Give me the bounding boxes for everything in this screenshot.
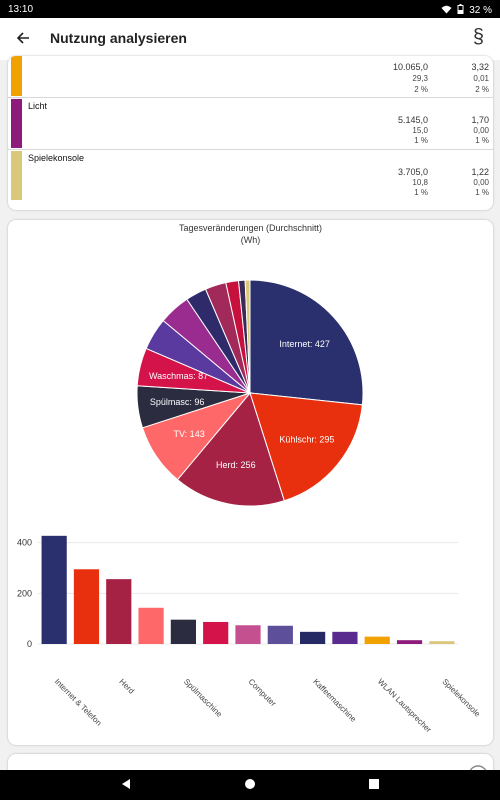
chart-title-block: Tagesveränderungen (Durchschnitt) (Wh): [8, 222, 493, 246]
recents-square-icon[interactable]: [368, 778, 380, 790]
pie-slice[interactable]: [249, 392, 363, 502]
x-tick-label: Kaffeemaschine: [311, 677, 358, 724]
value-main: 5.145,0: [397, 115, 428, 125]
value-percent: 2 %: [414, 85, 428, 94]
pie-slice-label: Spülmasc: 96: [150, 397, 205, 407]
pie-slice-label: TV: 143: [174, 429, 205, 439]
cost-daily: 0,00: [473, 126, 489, 135]
arrow-left-icon: [16, 32, 29, 44]
cost-daily: 0,00: [473, 178, 489, 187]
device-list-card: 10.065,0 29,3 2 % 3,32 0,01 2 % Licht 5.…: [8, 56, 493, 210]
page-title: Nutzung analysieren: [50, 30, 187, 46]
x-tick-label: Herd: [117, 677, 136, 696]
cost-main: 3,32: [471, 62, 489, 72]
value-daily: 10,8: [412, 178, 428, 187]
battery-level: 32 %: [469, 4, 492, 16]
value-percent: 1 %: [414, 136, 428, 145]
app-bar: Nutzung analysieren §: [0, 18, 500, 60]
device-name: Licht: [28, 101, 48, 111]
value-main: 10.065,0: [392, 62, 428, 72]
bar[interactable]: [364, 636, 390, 644]
cost-main: 1,70: [471, 115, 489, 125]
y-tick-label: 0: [27, 639, 32, 649]
pie-slice-label: Herd: 256: [216, 460, 256, 470]
back-triangle-icon[interactable]: [120, 778, 132, 790]
chart-title: Tagesveränderungen (Durchschnitt): [178, 223, 323, 233]
color-swatch: [11, 99, 22, 148]
list-item[interactable]: 10.065,0 29,3 2 % 3,32 0,01 2 %: [8, 56, 493, 98]
color-swatch: [11, 56, 22, 96]
wifi-icon: [441, 5, 452, 16]
clock: 13:10: [8, 4, 34, 15]
law-paragraph-button[interactable]: §: [472, 26, 484, 48]
cost-daily: 0,01: [473, 74, 489, 83]
bar[interactable]: [106, 579, 132, 644]
pie-slice[interactable]: [176, 391, 285, 507]
pie-slice[interactable]: [244, 279, 251, 394]
list-item[interactable]: Licht 5.145,0 15,0 1 % 1,70 0,00 1 %: [8, 99, 493, 150]
bar[interactable]: [429, 641, 455, 644]
pie-slice-label: Kühlschr: 295: [279, 434, 334, 444]
pie-slice-label: Waschmas: 87: [149, 371, 208, 381]
value-daily: 15,0: [412, 126, 428, 135]
pie-chart[interactable]: Internet: 427 Kühlschr: 295 Herd: 256 TV: 1…: [8, 250, 493, 540]
bar-chart[interactable]: 0 200 400 Internet & Telefon Herd Spülmaschin…: [8, 520, 493, 745]
pie-slice[interactable]: [249, 279, 364, 406]
bar[interactable]: [300, 631, 326, 644]
value-main: 3.705,0: [397, 167, 428, 177]
system-nav-bar: [0, 770, 500, 800]
status-bar: 13:10 32 %: [0, 0, 500, 18]
bar[interactable]: [396, 640, 423, 644]
home-circle-icon[interactable]: [244, 778, 256, 790]
bar[interactable]: [267, 625, 293, 644]
bar[interactable]: [235, 625, 261, 644]
bar[interactable]: [332, 631, 358, 644]
bar[interactable]: [73, 569, 100, 644]
battery-icon: [457, 4, 464, 16]
chart-card: Tagesveränderungen (Durchschnitt) (Wh) I…: [8, 220, 493, 745]
cost-percent: 1 %: [475, 188, 489, 197]
color-swatch: [11, 151, 22, 200]
x-tick-label: Internet & Telefon: [53, 677, 104, 728]
x-tick-label: Computer: [247, 677, 278, 708]
value-daily: 29,3: [412, 74, 428, 83]
y-tick-label: 400: [17, 538, 32, 548]
cost-percent: 1 %: [475, 136, 489, 145]
list-item[interactable]: Spielekonsole 3.705,0 10,8 1 % 1,22 0,00…: [8, 151, 493, 202]
value-percent: 1 %: [414, 188, 428, 197]
x-tick-label: WLAN Lautsprecher: [376, 677, 434, 735]
bar[interactable]: [170, 619, 196, 644]
x-tick-label: Spielekonsole: [440, 677, 482, 719]
back-button[interactable]: [12, 27, 34, 49]
y-tick-label: 200: [17, 588, 32, 598]
cost-main: 1,22: [471, 167, 489, 177]
cost-percent: 2 %: [475, 85, 489, 94]
bar[interactable]: [41, 535, 67, 644]
x-tick-label: Spülmaschine: [182, 677, 224, 719]
chart-subtitle: (Wh): [240, 235, 261, 245]
device-name: Spielekonsole: [28, 153, 85, 163]
bar[interactable]: [138, 607, 164, 644]
pie-slice-label: Internet: 427: [279, 339, 330, 349]
bar[interactable]: [203, 621, 229, 644]
